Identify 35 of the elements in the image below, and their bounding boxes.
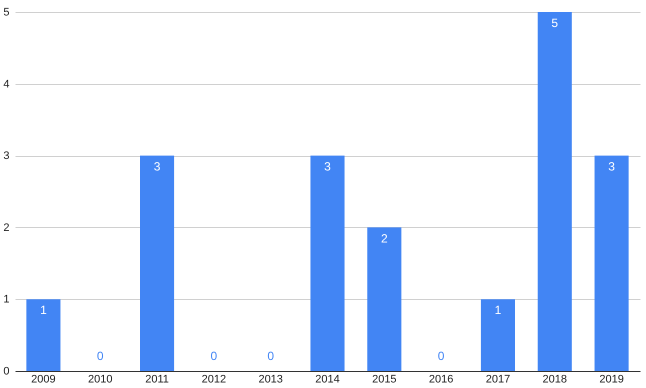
y-tick-label: 3 <box>3 150 10 162</box>
x-tick-label: 2019 <box>599 374 624 386</box>
y-tick-label: 5 <box>3 6 10 18</box>
y-tick-label: 2 <box>3 222 10 234</box>
y-tick-label: 4 <box>3 78 10 90</box>
data-label: 3 <box>324 160 332 174</box>
bar <box>594 156 629 371</box>
data-label: 5 <box>551 16 558 30</box>
data-label: 0 <box>210 349 218 363</box>
x-tick-label: 2012 <box>202 374 226 386</box>
data-label: 0 <box>438 349 445 363</box>
data-label: 0 <box>96 349 104 363</box>
x-tick-label: 2010 <box>88 374 112 386</box>
bar <box>367 227 402 371</box>
bar <box>310 156 345 371</box>
y-tick-label: 0 <box>3 366 10 378</box>
data-label: 0 <box>267 349 274 363</box>
x-tick-label: 2011 <box>145 374 169 386</box>
bar <box>26 299 60 371</box>
x-tick-label: 2014 <box>315 374 340 386</box>
x-tick-label: 2018 <box>542 374 568 386</box>
x-tick-label: 2015 <box>372 374 397 386</box>
y-tick-label: 1 <box>3 294 10 306</box>
data-label: 1 <box>494 303 502 318</box>
bar <box>480 299 515 371</box>
data-label: 2 <box>380 231 388 246</box>
x-tick-label: 2017 <box>486 374 510 386</box>
bar <box>140 156 174 371</box>
data-label: 1 <box>40 303 48 318</box>
x-tick-label: 2016 <box>428 374 454 386</box>
data-label: 3 <box>154 160 161 174</box>
x-tick-label: 2013 <box>258 374 283 386</box>
bar <box>538 12 572 371</box>
data-label: 3 <box>608 160 616 174</box>
x-tick-label: 2009 <box>31 374 56 386</box>
